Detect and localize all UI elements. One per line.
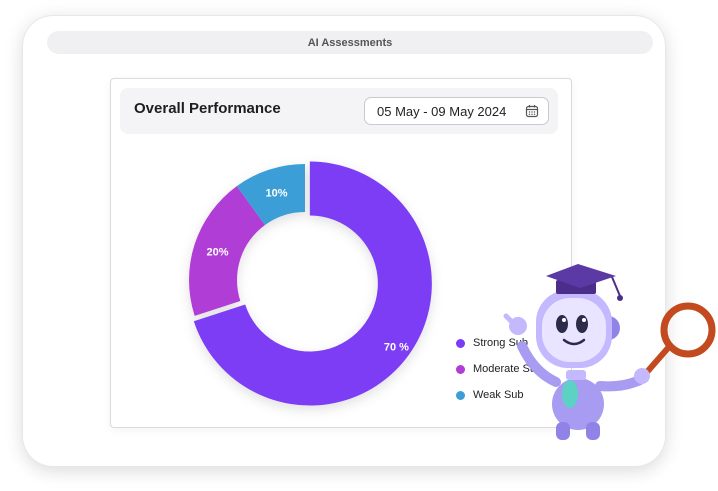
- legend-item: Strong Sub: [456, 330, 542, 356]
- donut-slice-label: 70 %: [384, 341, 409, 353]
- donut-slice-moderate-sub: [189, 186, 266, 316]
- date-range-picker[interactable]: 05 May - 09 May 2024: [364, 97, 549, 125]
- donut-slice-weak-sub: [236, 164, 305, 225]
- graduation-cap-icon: [546, 264, 623, 301]
- legend-label: Moderate Sub: [473, 363, 543, 375]
- legend-label: Strong Sub: [473, 337, 529, 349]
- donut-slice-strong-sub: [193, 161, 432, 406]
- window-title: AI Assessments: [307, 36, 393, 49]
- legend-item: Moderate Sub: [456, 356, 542, 382]
- robot-mascot-illustration: [503, 264, 716, 440]
- calendar-icon[interactable]: [525, 104, 539, 118]
- window-title-bar: AI Assessments: [47, 31, 653, 54]
- donut-slice-label: 10%: [266, 188, 288, 200]
- legend-swatch: [456, 364, 465, 374]
- donut-slice-label: 20%: [206, 247, 228, 259]
- legend-swatch: [456, 390, 465, 400]
- magnifier-icon: [637, 302, 716, 383]
- date-range-text: 05 May - 09 May 2024: [377, 103, 507, 119]
- chart-legend: Strong Sub Moderate Sub Weak Sub: [456, 330, 542, 408]
- legend-item: Weak Sub: [456, 382, 542, 408]
- legend-swatch: [456, 338, 465, 348]
- card-title: Overall Performance: [134, 100, 281, 117]
- legend-label: Weak Sub: [473, 389, 524, 401]
